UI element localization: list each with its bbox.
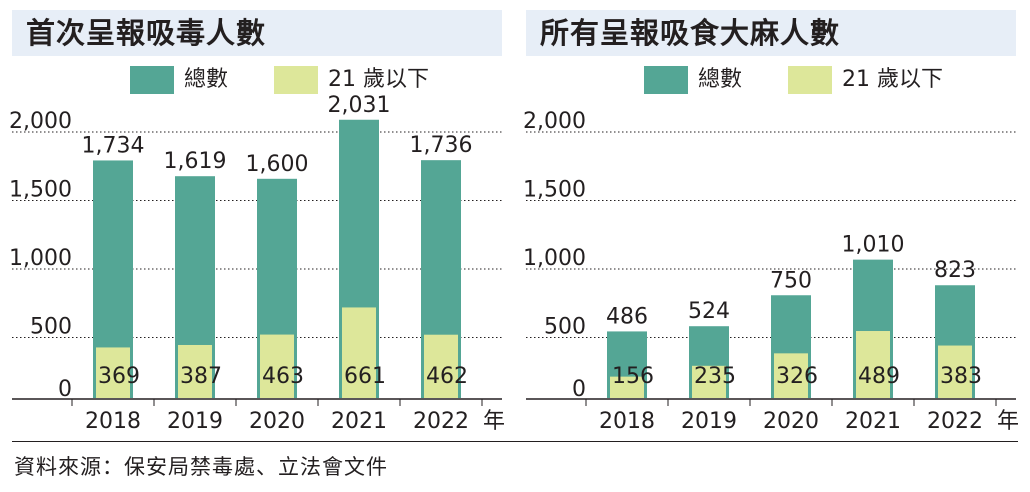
legend-swatch-under21: [274, 66, 318, 94]
data-label-total: 1,600: [246, 152, 309, 177]
legend-swatch-under21: [788, 66, 832, 94]
y-tick-label: 500: [30, 315, 72, 340]
x-tick-label: 2018: [599, 409, 655, 434]
data-label-total: 1,619: [164, 149, 227, 174]
y-tick-label: 2,000: [9, 109, 72, 134]
bar-under21: [342, 307, 376, 398]
data-label-under21: 462: [426, 364, 468, 389]
x-tick-label: 2019: [681, 409, 737, 434]
title-band: 所有呈報吸食大麻人數: [526, 10, 1016, 56]
data-label-under21: 463: [262, 364, 304, 389]
source-note: 資料來源：保安局禁毒處、立法會文件: [14, 455, 388, 479]
y-tick-label: 0: [58, 377, 72, 402]
x-tick-label: 2021: [845, 409, 901, 434]
bar-under21: [774, 353, 808, 398]
y-tick-label: 500: [544, 315, 586, 340]
chart-title: 所有呈報吸食大麻人數: [540, 16, 841, 50]
chart-title: 首次呈報吸毒人數: [26, 16, 267, 50]
x-tick-label: 2020: [249, 409, 305, 434]
data-label-total: 2,031: [328, 93, 391, 118]
data-label-under21: 489: [858, 364, 900, 389]
data-label-under21: 387: [180, 364, 222, 389]
data-label-under21: 156: [612, 364, 654, 389]
x-tick-label: 2021: [331, 409, 387, 434]
bar-under21: [424, 334, 458, 398]
legend-swatch-total: [644, 66, 688, 94]
data-label-under21: 235: [694, 364, 736, 389]
bar-under21: [96, 347, 130, 398]
bar-under21: [692, 365, 726, 398]
bar-under21: [610, 376, 644, 398]
y-tick-label: 1,500: [523, 178, 586, 203]
data-label-total: 1,010: [842, 233, 905, 258]
footer-divider: [12, 441, 1018, 442]
data-label-total: 524: [688, 299, 730, 324]
data-label-total: 823: [934, 258, 976, 283]
bar-under21: [856, 331, 890, 398]
data-label-total: 750: [770, 268, 812, 293]
bar-under21: [260, 334, 294, 398]
legend-label-under21: 21 歲以下: [328, 67, 429, 92]
bar-chart-first-reported: 0 500 1,000 1,500 2,000 1,734 369 2018 1,619 387 2…: [9, 93, 505, 434]
data-label-total: 486: [606, 304, 648, 329]
x-tick-label: 2018: [85, 409, 141, 434]
x-tick-label: 2020: [763, 409, 819, 434]
data-label-under21: 383: [940, 364, 982, 389]
legend-label-total: 總數: [698, 67, 743, 92]
x-tick-label: 2019: [167, 409, 223, 434]
data-label-under21: 369: [98, 364, 140, 389]
x-tick-label: 2022: [413, 409, 469, 434]
data-label-total: 1,734: [82, 133, 145, 158]
chart-panel-cannabis: 所有呈報吸食大麻人數 總數 21 歲以下 0 500 1,000 1,500 2,000…: [523, 0, 1026, 442]
x-unit-label: 年: [483, 409, 505, 434]
bar-chart-cannabis: 0 500 1,000 1,500 2,000 486 156 2018 524 235 2019 7…: [523, 109, 1019, 434]
x-unit-label: 年: [997, 409, 1019, 434]
data-label-under21: 661: [344, 364, 386, 389]
title-band: 首次呈報吸毒人數: [12, 10, 502, 56]
legend-swatch-total: [130, 66, 174, 94]
y-tick-label: 1,000: [523, 246, 586, 271]
legend-label-total: 總數: [184, 67, 229, 92]
y-tick-label: 0: [572, 377, 586, 402]
data-label-under21: 326: [776, 364, 818, 389]
x-tick-label: 2022: [927, 409, 983, 434]
legend-label-under21: 21 歲以下: [842, 67, 943, 92]
bar-under21: [938, 345, 972, 398]
bar-under21: [178, 344, 212, 398]
chart-panel-first-reported: 首次呈報吸毒人數 總數 21 歲以下 0 500 1,000 1,500 2,000 1,…: [9, 0, 512, 442]
data-label-total: 1,736: [410, 133, 473, 158]
y-tick-label: 2,000: [523, 109, 586, 134]
y-tick-label: 1,500: [9, 178, 72, 203]
y-tick-label: 1,000: [9, 246, 72, 271]
